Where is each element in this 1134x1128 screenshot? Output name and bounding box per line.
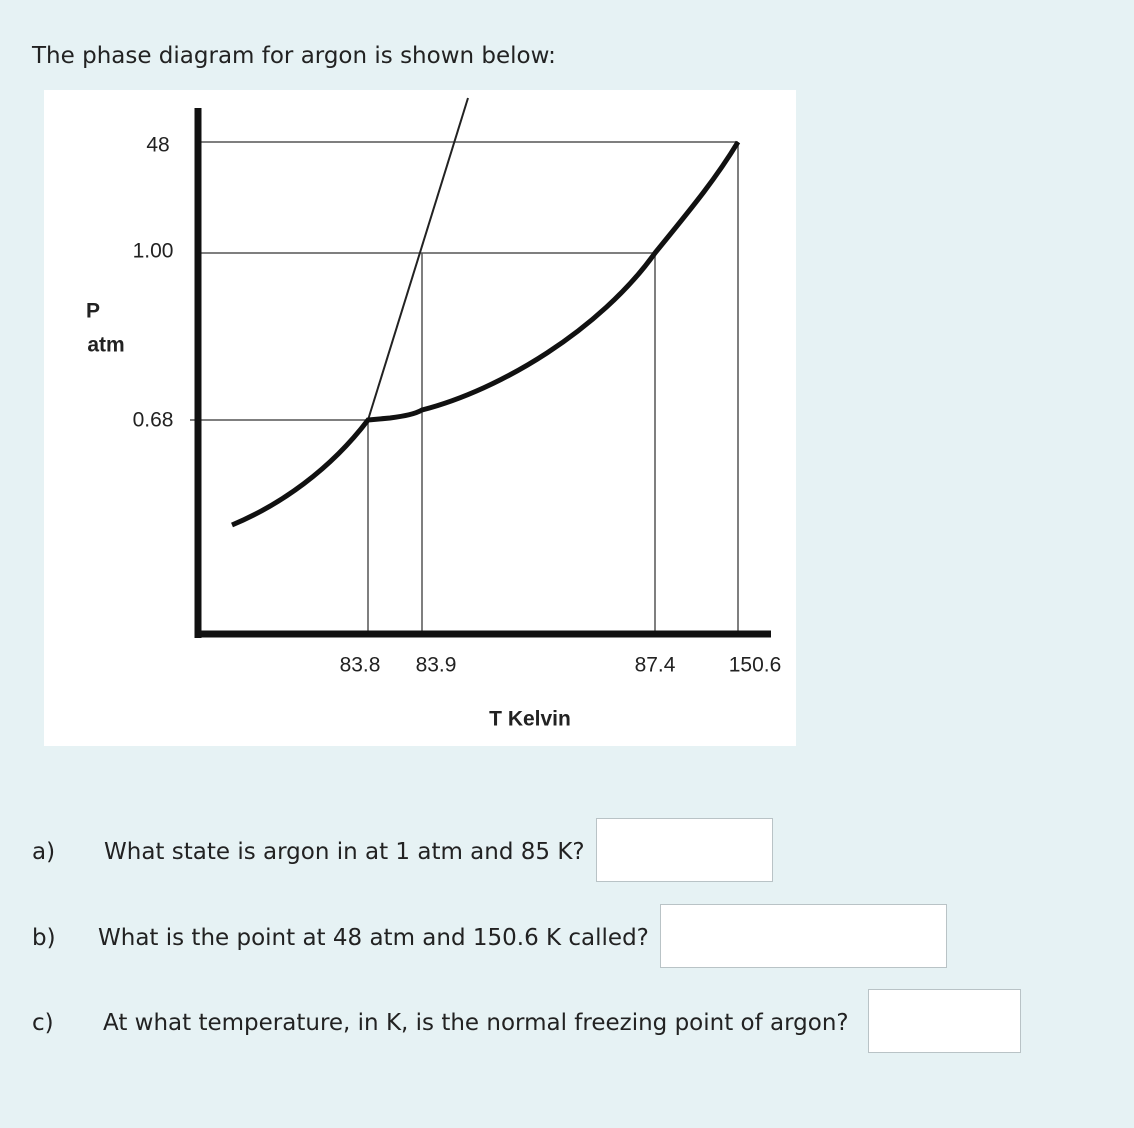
melting-curve: [367, 97, 469, 421]
answer-input[interactable]: [868, 989, 1021, 1053]
y-label: 48: [146, 134, 169, 157]
question-label: a): [32, 839, 56, 865]
question-label: c): [32, 1010, 54, 1036]
x-label: 83.9: [416, 654, 457, 677]
y-label: 1.00: [133, 240, 174, 263]
x-label: 87.4: [635, 654, 676, 677]
x-title: T Kelvin: [489, 708, 571, 731]
question-text: What state is argon in at 1 atm and 85 K…: [104, 839, 585, 865]
x-label: 150.6: [729, 654, 782, 677]
phase-diagram: 48 1.00 0.68 P atm 83.8 83.9 87.4 150.6 …: [44, 90, 796, 746]
y-title: P: [86, 300, 100, 323]
y-label: 0.68: [133, 409, 174, 432]
answer-input[interactable]: [660, 904, 947, 968]
vapor-curve: [231, 140, 741, 528]
question-text: At what temperature, in K, is the normal…: [103, 1010, 849, 1036]
y-title: atm: [87, 334, 124, 357]
intro-text: The phase diagram for argon is shown bel…: [32, 43, 556, 69]
question-text: What is the point at 48 atm and 150.6 K …: [98, 925, 649, 951]
answer-input[interactable]: [596, 818, 773, 882]
guide-lines: [190, 141, 739, 634]
question-label: b): [32, 925, 56, 951]
x-label: 83.8: [340, 654, 381, 677]
